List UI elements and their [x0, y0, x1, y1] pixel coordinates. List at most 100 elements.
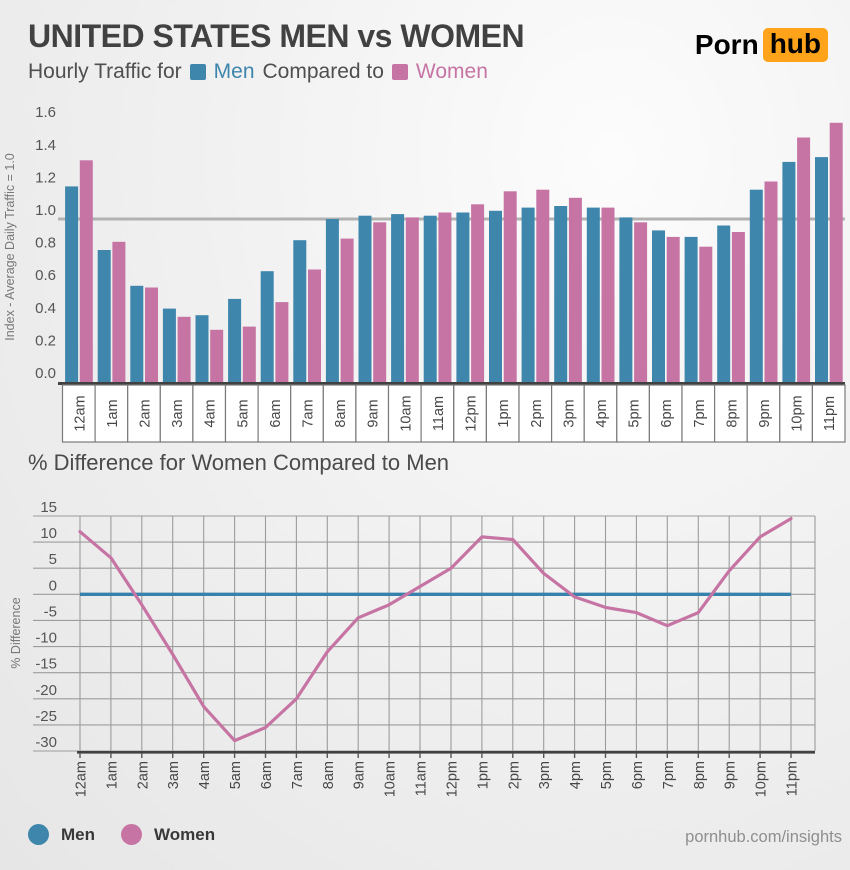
bar-x-tick-label: 12pm: [464, 395, 480, 431]
bar-men-9pm: [749, 189, 763, 382]
bar-x-tick-label: 10pm: [790, 395, 806, 431]
subtitle-middle: Compared to: [262, 60, 384, 83]
bar-x-tick-label: 3pm: [561, 399, 577, 427]
bar-men-12pm: [456, 212, 470, 382]
bar-y-tick-label: 0.0: [35, 365, 56, 382]
x-label-cell: [681, 384, 716, 443]
x-label-cell: [159, 384, 194, 443]
x-label-cell: [355, 384, 390, 443]
bar-men-2pm: [521, 207, 535, 382]
diff-chart-title: % Difference for Women Compared to Men: [28, 450, 450, 475]
bar-x-tick-label: 7am: [301, 399, 317, 427]
bar-y-tick-label: 0.6: [35, 267, 56, 284]
x-label-cell: [224, 384, 259, 443]
men-color-swatch: [189, 64, 206, 80]
bar-y-tick-label: 0.8: [35, 235, 56, 252]
bar-men-7pm: [684, 236, 698, 382]
bar-women-7am: [308, 269, 321, 382]
line-x-tick-label: 7pm: [661, 761, 677, 789]
bar-men-6am: [260, 271, 274, 382]
bar-x-tick-label: 12am: [72, 395, 88, 431]
site-url: pornhub.com/insights: [685, 828, 842, 846]
line-y-axis-label: % Difference: [9, 597, 23, 668]
line-y-tick-label: -10: [35, 630, 57, 647]
line-x-tick-label: 8pm: [692, 761, 708, 789]
bar-x-tick-label: 5am: [235, 399, 251, 427]
bar-men-10pm: [782, 161, 796, 382]
bar-women-5am: [242, 326, 256, 382]
x-label-cell: [583, 384, 618, 443]
line-x-tick-label: 4pm: [568, 761, 584, 789]
x-label-cell: [192, 384, 227, 443]
x-label-cell: [420, 384, 455, 443]
bar-women-1pm: [503, 191, 517, 382]
bar-women-12pm: [471, 204, 485, 382]
bar-men-8pm: [717, 225, 731, 382]
bar-x-axis-line: [58, 382, 845, 385]
bar-y-tick-label: 1.6: [35, 104, 56, 121]
line-x-tick-label: 4am: [197, 761, 213, 789]
bar-y-axis-label: Index - Average Daily Traffic = 1.0: [3, 153, 17, 341]
legend-men-label: Men: [61, 824, 95, 844]
bar-y-tick-label: 1.2: [35, 169, 56, 186]
line-x-tick-label: 12am: [74, 761, 90, 797]
bar-women-1am: [112, 241, 126, 382]
bar-women-10am: [405, 217, 419, 382]
bar-men-12am: [65, 186, 79, 382]
bar-x-tick-label: 6am: [268, 399, 284, 427]
chart-subtitle: Hourly Traffic for Men Compared to Women: [28, 60, 488, 84]
bar-women-10pm: [797, 137, 811, 382]
line-y-tick-label: 5: [49, 551, 57, 568]
line-x-tick-label: 5pm: [599, 761, 615, 789]
bar-women-4am: [210, 329, 224, 382]
line-x-tick-label: 6pm: [630, 761, 646, 789]
pornhub-logo: Porn hub: [695, 28, 828, 62]
line-x-tick-label: 6am: [259, 761, 275, 789]
bar-men-3am: [162, 308, 176, 382]
line-x-tick-label: 11pm: [785, 761, 801, 796]
x-label-cell: [811, 384, 846, 443]
x-label-cell: [61, 384, 96, 443]
logo-porn-text: Porn: [694, 29, 759, 60]
line-x-tick-label: 8am: [321, 761, 337, 789]
x-label-cell: [713, 384, 748, 443]
line-x-tick-label: 10am: [383, 761, 399, 797]
bar-y-tick-label: 1.0: [35, 202, 56, 219]
hourly-traffic-bar-chart: 0.0 0.2 0.4 0.6 0.8 1.0 1.2 1.4 1.6 Index - Avera…: [3, 104, 846, 443]
bar-x-tick-label: 11am: [431, 396, 447, 431]
bar-women-2am: [145, 287, 158, 382]
bar-x-tick-label: 1am: [105, 399, 121, 427]
line-x-tick-label: 10pm: [754, 761, 770, 797]
line-y-tick-label: 15: [40, 499, 57, 516]
bar-women-3am: [177, 316, 191, 382]
line-x-tick-label: 2pm: [506, 761, 522, 789]
bar-men-11am: [423, 215, 437, 382]
bar-x-tick-label: 2am: [138, 399, 154, 427]
bar-women-6am: [275, 302, 289, 382]
bar-women-8am: [340, 238, 354, 382]
chart-legend: Men Women: [28, 824, 229, 845]
subtitle-men-label: Men: [213, 60, 255, 83]
line-x-axis-line: [77, 751, 815, 754]
line-x-tick-label: 11am: [414, 761, 430, 796]
bar-x-tick-label: 9pm: [757, 399, 773, 427]
pct-difference-line-chart: 15 10 5 0 -5 -10 -15 -20 -25 -30 % Difference 12am 1…: [9, 499, 816, 797]
line-x-tick-label: 12pm: [445, 761, 461, 797]
bar-y-tick-label: 1.4: [35, 137, 56, 154]
bar-women-3pm: [568, 197, 582, 382]
bar-men-5pm: [619, 217, 633, 382]
x-label-cell: [779, 384, 813, 443]
bar-x-tick-label: 8pm: [724, 399, 740, 427]
x-label-cell: [518, 384, 553, 443]
x-label-cell: [453, 384, 487, 443]
women-pct-difference-line: [78, 517, 793, 743]
line-x-tick-label: 7am: [290, 761, 306, 789]
x-label-cell: [290, 384, 324, 443]
legend-men-dot: [28, 824, 49, 845]
bar-men-1am: [97, 250, 111, 382]
bar-men-4am: [195, 315, 209, 382]
x-label-cell: [387, 384, 422, 443]
line-x-tick-label: 3pm: [537, 761, 553, 789]
bar-women-9am: [373, 222, 387, 382]
line-y-tick-label: -5: [44, 603, 57, 620]
